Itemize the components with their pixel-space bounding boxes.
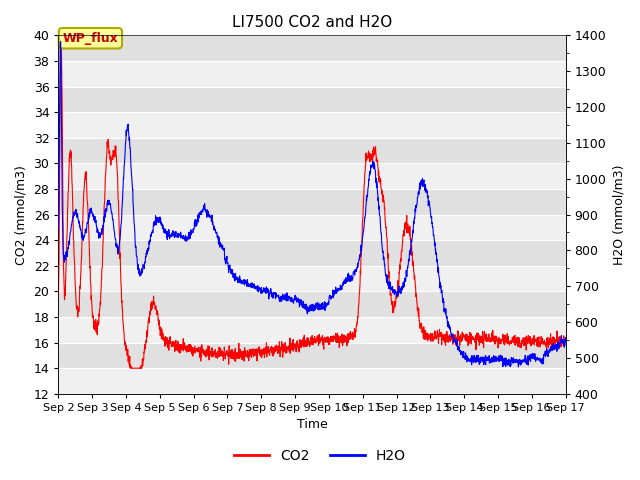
Bar <box>58 112 566 138</box>
Y-axis label: CO2 (mmol/m3): CO2 (mmol/m3) <box>15 165 28 264</box>
Bar <box>58 36 566 61</box>
Bar <box>58 317 566 343</box>
X-axis label: Time: Time <box>296 419 328 432</box>
Bar <box>58 163 566 189</box>
Bar <box>58 86 566 112</box>
Bar <box>58 343 566 368</box>
Bar <box>58 291 566 317</box>
Bar <box>58 240 566 266</box>
Bar <box>58 189 566 215</box>
Bar <box>58 61 566 86</box>
Text: WP_flux: WP_flux <box>63 32 118 45</box>
Bar <box>58 215 566 240</box>
Y-axis label: H2O (mmol/m3): H2O (mmol/m3) <box>612 164 625 265</box>
Title: LI7500 CO2 and H2O: LI7500 CO2 and H2O <box>232 15 392 30</box>
Bar <box>58 368 566 394</box>
Bar <box>58 266 566 291</box>
Legend: CO2, H2O: CO2, H2O <box>228 443 412 468</box>
Bar <box>58 138 566 163</box>
